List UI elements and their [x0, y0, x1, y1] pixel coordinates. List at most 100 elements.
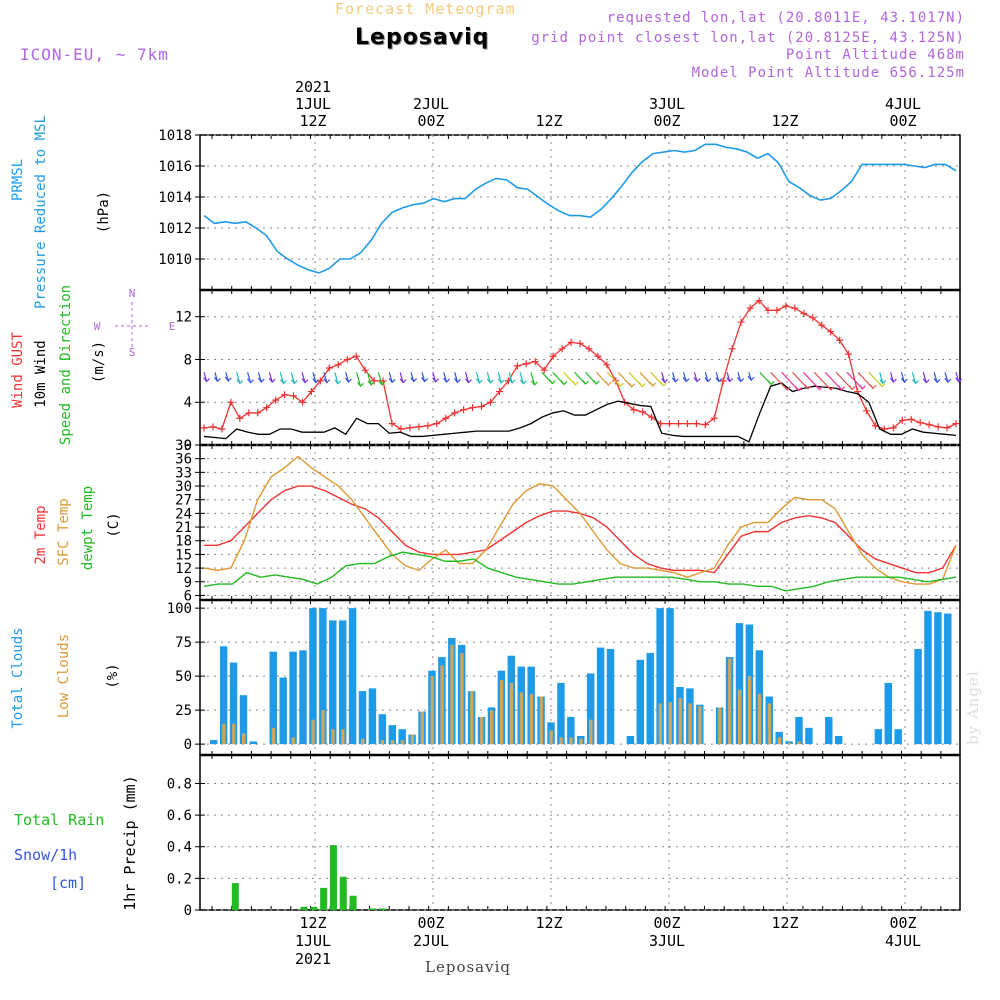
gust-marker — [916, 419, 924, 427]
time-label-bottom: 00Z — [417, 914, 444, 932]
gust-marker — [388, 420, 396, 428]
time-label-top: 00Z — [653, 112, 680, 130]
wind-arrow-head — [900, 377, 908, 383]
wind-arrow-head — [367, 380, 375, 386]
gust-marker — [442, 414, 450, 422]
total-cloud-bar — [795, 716, 803, 745]
wind-direction-arrow — [247, 372, 252, 383]
total-cloud-bar — [338, 620, 347, 745]
rain-bar — [231, 883, 239, 910]
gust-marker — [460, 406, 468, 414]
panel-temperature — [199, 444, 961, 601]
y-tick-label: 6 — [184, 588, 192, 604]
y-tick-label: 33 — [175, 465, 192, 481]
low-cloud-bar — [688, 703, 692, 745]
panel-frame — [199, 134, 961, 291]
wind-arrow-head — [301, 378, 309, 384]
wind-unit-label: (m/s) — [91, 341, 107, 383]
gust-marker — [281, 391, 289, 399]
gust-marker — [737, 318, 745, 326]
low-cloud-bar — [549, 730, 553, 745]
wind-direction-arrow — [334, 372, 339, 384]
low-cloud-bar — [361, 738, 365, 745]
low-cloud-bar — [747, 676, 752, 745]
low-cloud-bar — [678, 697, 682, 745]
low-cloud-bar — [311, 719, 315, 745]
wind-direction-arrow — [933, 372, 938, 383]
total-cloud-bar — [249, 741, 258, 745]
low-cloud-bar — [271, 727, 276, 745]
wind-arrow-head — [399, 378, 407, 384]
gust-marker — [424, 422, 432, 430]
total-cloud-bar — [874, 729, 883, 745]
rain-bar — [329, 845, 337, 910]
wind-arrow-head — [889, 377, 897, 383]
gust-marker — [558, 345, 566, 353]
gust-marker — [469, 404, 477, 412]
gust-marker — [683, 420, 691, 428]
wind-direction-arrow — [464, 372, 470, 383]
gust-axis-label: Wind GUST — [10, 332, 26, 408]
wind-direction-arrow — [399, 372, 404, 383]
total-cloud-bar — [557, 682, 565, 745]
gust-marker — [236, 414, 244, 422]
gust-marker — [692, 420, 700, 428]
wind-arrow-head — [604, 380, 612, 386]
wind-arrow-head — [726, 377, 734, 383]
wind-arrow-head — [747, 375, 755, 382]
rain-bar — [349, 895, 357, 910]
wind-arrow-head — [693, 377, 701, 383]
gust-marker — [755, 297, 763, 305]
gust-marker — [406, 424, 414, 432]
gust-marker — [594, 352, 602, 360]
total-cloud-bar — [299, 650, 307, 745]
low-cloud-bar — [400, 740, 405, 745]
total-cloud-bar — [666, 608, 674, 745]
low-cloud-bar — [380, 740, 385, 745]
gust-marker — [263, 404, 271, 412]
wind-arrow-head — [247, 378, 254, 384]
low-cloud-bar — [331, 729, 335, 745]
wind-arrow-head — [323, 378, 331, 384]
gust-marker — [433, 420, 441, 428]
wind-arrow-head — [912, 379, 919, 385]
low-cloud-bar — [440, 665, 444, 745]
gust-marker — [845, 350, 853, 358]
gust-marker — [773, 306, 781, 314]
cloud-unit-label: (%) — [105, 663, 121, 688]
wind-arrow-head — [465, 378, 472, 384]
gust-marker — [245, 409, 253, 417]
time-label-bottom: 00Z — [653, 914, 680, 932]
y-tick-label: 4 — [184, 395, 192, 411]
wind-direction-arrow — [922, 372, 927, 383]
gust-marker — [943, 424, 951, 432]
y-tick-label: 24 — [175, 506, 192, 522]
gust-marker — [451, 409, 459, 417]
low-cloud-bar — [341, 729, 345, 745]
low-cloud-bar — [579, 738, 583, 745]
wind-direction-arrow — [443, 372, 448, 383]
wind-arrow-head — [454, 377, 461, 384]
station-title: Leposaviq — [355, 25, 490, 50]
wind-direction-arrow — [944, 372, 949, 383]
y-tick-label: 0.6 — [167, 808, 192, 824]
wind-direction-arrow — [279, 372, 285, 384]
wind-arrow-head — [519, 379, 527, 385]
wind-arrow-head — [592, 379, 600, 385]
panel-wind — [199, 289, 961, 446]
gust-marker — [862, 407, 870, 415]
low-cloud-bar — [420, 711, 424, 745]
time-label-top: 3JUL — [649, 95, 685, 113]
point-altitude: Point Altitude 468m — [785, 47, 965, 63]
low-cloud-bar — [718, 707, 722, 745]
gust-marker — [836, 336, 844, 344]
y-tick-label: 1014 — [158, 190, 192, 206]
wind-arrow-head — [203, 377, 211, 383]
wind-direction-arrow — [257, 372, 262, 383]
temp-unit-label: (C) — [106, 512, 122, 537]
gust-marker — [630, 406, 638, 414]
total-cloud-bar — [378, 714, 387, 745]
gust-marker — [827, 328, 835, 336]
wind-arrow-head — [628, 382, 636, 388]
wind-direction-arrow — [290, 372, 295, 384]
